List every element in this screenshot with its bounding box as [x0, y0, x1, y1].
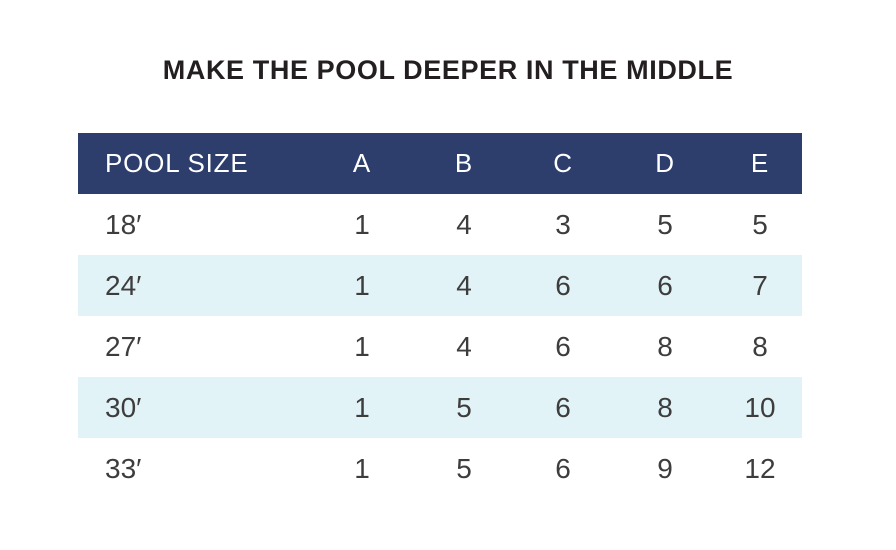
table-cell: 10: [744, 391, 776, 423]
table-cell: 12: [744, 452, 776, 484]
row-label: 18′: [105, 208, 142, 240]
column-header-d: D: [655, 148, 675, 178]
table-cell: 1: [354, 391, 370, 423]
table-cell: 6: [555, 452, 571, 484]
table-row-33ft: 33′ 1 5 6 9 12: [78, 438, 802, 499]
table-cell: 4: [456, 330, 472, 362]
column-header-pool-size: POOL SIZE: [105, 148, 249, 178]
table-cell: 6: [657, 269, 673, 301]
row-label: 24′: [105, 269, 142, 301]
table-cell: 5: [456, 452, 472, 484]
table-row-30ft: 30′ 1 5 6 8 10: [78, 377, 802, 438]
table-header-row: POOL SIZE A B C D E: [78, 133, 802, 194]
table-cell: 4: [456, 269, 472, 301]
table-cell: 9: [657, 452, 673, 484]
table-cell: 3: [555, 208, 571, 240]
table-cell: 7: [752, 269, 768, 301]
column-header-c: C: [553, 148, 573, 178]
table-cell: 5: [456, 391, 472, 423]
table-cell: 1: [354, 452, 370, 484]
table-cell: 1: [354, 330, 370, 362]
row-label: 30′: [105, 391, 142, 423]
page-title: MAKE THE POOL DEEPER IN THE MIDDLE: [162, 55, 734, 85]
column-header-b: B: [454, 148, 474, 178]
table-cell: 6: [555, 269, 571, 301]
table-cell: 5: [657, 208, 673, 240]
row-label: 33′: [105, 452, 142, 484]
column-header-a: A: [352, 148, 372, 178]
table-cell: 8: [657, 330, 673, 362]
table-row-24ft: 24′ 1 4 6 6 7: [78, 255, 802, 316]
table-cell: 5: [752, 208, 768, 240]
table-row-27ft: 27′ 1 4 6 8 8: [78, 316, 802, 377]
table-row-18ft: 18′ 1 4 3 5 5: [78, 194, 802, 255]
table-cell: 8: [657, 391, 673, 423]
table-cell: 1: [354, 269, 370, 301]
table-cell: 8: [752, 330, 768, 362]
table-cell: 1: [354, 208, 370, 240]
row-label: 27′: [105, 330, 142, 362]
table-cell: 6: [555, 330, 571, 362]
table-cell: 4: [456, 208, 472, 240]
table-cell: 6: [555, 391, 571, 423]
column-header-e: E: [750, 148, 770, 178]
pool-size-table: POOL SIZE A B C D E 18′ 1 4 3 5 5 24′ 1 …: [78, 133, 802, 499]
